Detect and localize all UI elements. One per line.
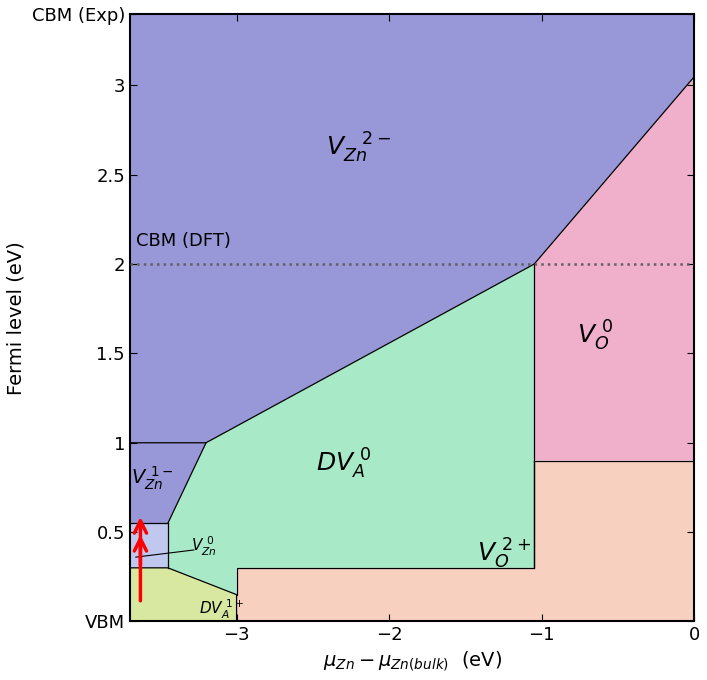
Text: $DV_A^{\  1+}$: $DV_A^{\ 1+}$ [199,597,244,621]
Text: CBM (DFT): CBM (DFT) [136,232,230,250]
Text: $V_O^{\  2+}$: $V_O^{\ 2+}$ [477,537,531,571]
Polygon shape [130,443,206,523]
Polygon shape [130,14,694,443]
Polygon shape [130,523,168,568]
Polygon shape [168,264,534,594]
Text: $V_O^{\  0}$: $V_O^{\ 0}$ [577,318,614,353]
Polygon shape [534,76,694,460]
Y-axis label: Fermi level (eV): Fermi level (eV) [7,241,26,394]
Polygon shape [237,460,694,622]
Polygon shape [130,568,237,622]
Text: $DV_A^{\  0}$: $DV_A^{\ 0}$ [315,447,371,481]
Text: $V_{Zn}^{\quad 2-}$: $V_{Zn}^{\quad 2-}$ [326,131,391,165]
Text: $V_{Zn}^{\  1-}$: $V_{Zn}^{\ 1-}$ [132,465,174,492]
X-axis label: $\mu_{Zn} - \mu_{Zn(bulk)}$  (eV): $\mu_{Zn} - \mu_{Zn(bulk)}$ (eV) [322,650,502,673]
Text: $V_{Zn}^{\  0}$: $V_{Zn}^{\ 0}$ [191,534,216,558]
